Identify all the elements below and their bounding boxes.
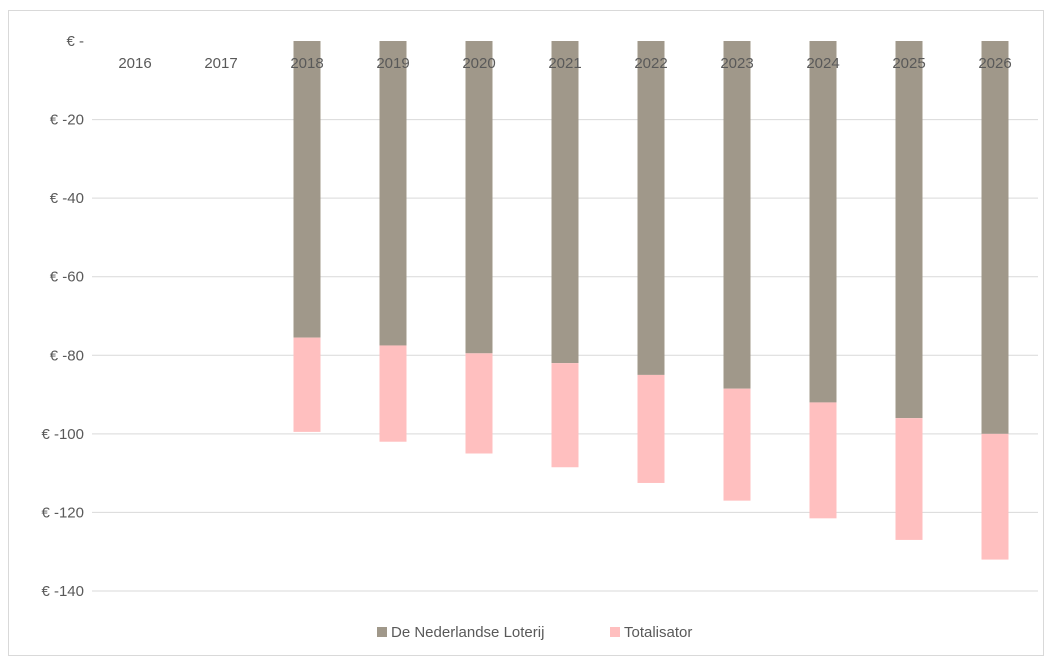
x-tick-label: 2026: [978, 55, 1011, 72]
bar-totalisator-2021: [551, 363, 579, 468]
bar-de-nederlandse-loterij-2021: [551, 41, 579, 364]
x-tick-label: 2019: [376, 55, 409, 72]
bar-totalisator-2025: [895, 418, 923, 540]
bar-totalisator-2026: [981, 433, 1009, 560]
bar-de-nederlandse-loterij-2022: [637, 41, 665, 375]
bars: [293, 41, 1009, 560]
legend: De Nederlandse Loterij Totalisator: [377, 624, 692, 641]
x-tick-label: 2017: [204, 55, 237, 72]
x-axis-ticks: 2016 2017 2018 2019 2020 2021 2022 2023 2024 2025…: [118, 55, 1011, 72]
y-tick-label: € -20: [50, 112, 84, 129]
bar-de-nederlandse-loterij-2026: [981, 41, 1009, 434]
chart-frame: [8, 10, 1044, 656]
y-tick-label: € -100: [41, 426, 84, 443]
x-tick-label: 2022: [634, 55, 667, 72]
y-tick-label: € -60: [50, 269, 84, 286]
y-axis-ticks: € - € -20 € -40 € -60 € -80 € -100 € -120 € -14…: [41, 33, 84, 600]
x-tick-label: 2025: [892, 55, 925, 72]
x-tick-label: 2023: [720, 55, 753, 72]
bar-totalisator-2020: [465, 353, 493, 454]
legend-swatch-de-nederlandse-loterij: [377, 627, 387, 637]
bar-totalisator-2022: [637, 374, 665, 483]
y-tick-label: € -120: [41, 504, 84, 521]
y-tick-label: € -40: [50, 190, 84, 207]
x-tick-label: 2024: [806, 55, 839, 72]
bar-totalisator-2024: [809, 402, 837, 519]
bar-de-nederlandse-loterij-2018: [293, 41, 321, 338]
bar-de-nederlandse-loterij-2025: [895, 41, 923, 419]
y-tick-label: € -140: [41, 583, 84, 600]
x-tick-label: 2021: [548, 55, 581, 72]
bar-de-nederlandse-loterij-2020: [465, 41, 493, 354]
y-tick-label: € -80: [50, 347, 84, 364]
bar-totalisator-2018: [293, 337, 321, 432]
legend-label-totalisator: Totalisator: [624, 624, 692, 641]
bar-de-nederlandse-loterij-2023: [723, 41, 751, 389]
bar-de-nederlandse-loterij-2019: [379, 41, 407, 346]
bar-de-nederlandse-loterij-2024: [809, 41, 837, 403]
x-tick-label: 2020: [462, 55, 495, 72]
x-tick-label: 2016: [118, 55, 151, 72]
y-tick-label: € -: [66, 33, 84, 50]
bar-totalisator-2023: [723, 388, 751, 501]
x-tick-label: 2018: [290, 55, 323, 72]
legend-label-de-nederlandse-loterij: De Nederlandse Loterij: [391, 624, 544, 641]
legend-swatch-totalisator: [610, 627, 620, 637]
bar-totalisator-2019: [379, 345, 407, 442]
